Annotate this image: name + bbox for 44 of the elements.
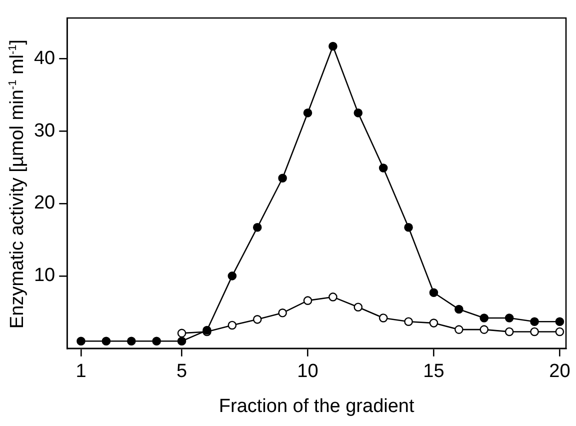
y-tick-label: 30 <box>34 120 56 142</box>
point <box>102 336 111 346</box>
point <box>177 336 186 346</box>
point <box>555 317 564 326</box>
x-tick-label: 5 <box>176 361 188 382</box>
point <box>303 296 312 305</box>
point <box>126 336 136 346</box>
point <box>177 328 186 338</box>
x-tick-label: 1 <box>76 361 86 382</box>
y-tick-label: 40 <box>34 48 56 69</box>
point <box>228 320 237 330</box>
x-axis-title: Fraction of the gradient <box>218 396 415 417</box>
point <box>454 304 464 314</box>
point <box>504 327 514 336</box>
point <box>454 325 464 334</box>
x-tick-label: 20 <box>549 361 570 382</box>
x-tick-label: 15 <box>423 361 444 382</box>
point <box>378 314 388 322</box>
x-tick-label: 10 <box>297 361 318 382</box>
point <box>480 325 489 334</box>
point <box>429 318 438 328</box>
point <box>328 292 338 302</box>
point <box>228 272 237 280</box>
point <box>504 314 514 322</box>
y-tick-label: 10 <box>34 265 56 286</box>
point <box>354 302 363 312</box>
point <box>278 174 287 183</box>
point <box>378 164 388 172</box>
point <box>354 108 363 118</box>
point <box>152 336 161 346</box>
point <box>530 317 539 326</box>
point <box>404 317 413 326</box>
point <box>404 223 413 232</box>
point <box>76 336 86 346</box>
point <box>555 327 564 336</box>
point <box>429 288 438 298</box>
point <box>252 223 262 232</box>
point <box>530 327 539 336</box>
point <box>303 108 312 118</box>
point <box>278 308 287 318</box>
point <box>252 315 262 324</box>
point <box>480 314 489 322</box>
y-tick-label: 20 <box>34 192 56 214</box>
point <box>328 42 338 51</box>
